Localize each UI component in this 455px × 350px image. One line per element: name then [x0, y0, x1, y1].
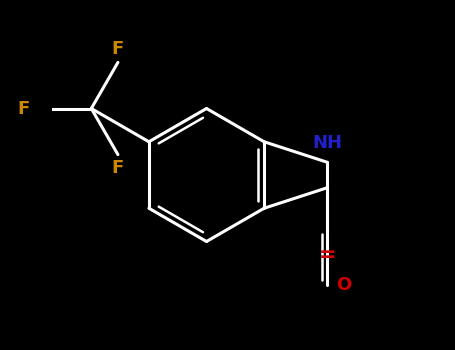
Text: NH: NH: [312, 134, 342, 152]
Text: =: =: [318, 245, 336, 265]
Text: F: F: [17, 99, 30, 118]
Text: O: O: [336, 276, 351, 294]
Text: F: F: [112, 40, 124, 58]
Text: F: F: [112, 159, 124, 177]
